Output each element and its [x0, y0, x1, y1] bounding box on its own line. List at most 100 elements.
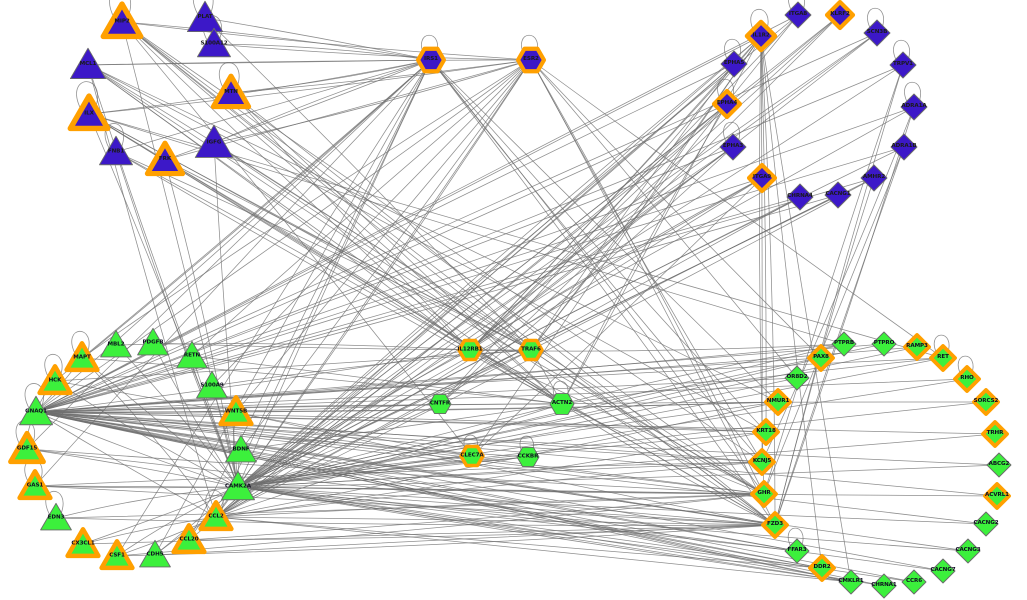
graph-node-epha4[interactable]: EPHA4: [705, 82, 749, 126]
edge: [35, 63, 735, 413]
edge: [35, 346, 918, 413]
node-shape-diamond-icon: [711, 88, 743, 120]
edge: [237, 456, 529, 488]
graph-node-cacng1[interactable]: CACNG1: [816, 173, 860, 217]
self-loop-edge: [893, 39, 910, 62]
self-loop-edge: [71, 331, 90, 355]
self-loop-edge: [787, 527, 804, 549]
edge: [763, 64, 904, 495]
edge: [34, 59, 432, 487]
node-shape-triangle-icon: [176, 340, 208, 369]
edge: [115, 344, 239, 488]
graph-node-traf6[interactable]: TRAF6: [512, 331, 549, 368]
node-shape-diamond-icon: [929, 344, 957, 372]
edge: [55, 486, 239, 519]
node-shape-diamond-icon: [901, 569, 927, 595]
edge: [469, 103, 728, 351]
edge: [237, 486, 852, 583]
edge: [204, 17, 532, 351]
edge: [469, 349, 776, 526]
graph-node-irs1[interactable]: IRS1: [409, 38, 453, 82]
graph-node-ccl20[interactable]: CCL20: [165, 516, 213, 564]
edge: [240, 59, 532, 451]
edge: [35, 411, 998, 497]
self-loop-edge: [750, 9, 769, 33]
node-shape-hexagon-icon: [457, 338, 483, 362]
node-shape-triangle-icon: [186, 0, 224, 33]
edge: [116, 524, 776, 557]
graph-node-mtn[interactable]: MTN: [204, 66, 258, 120]
edge: [469, 177, 763, 351]
node-shape-diamond-icon: [764, 388, 792, 416]
node-shape-diamond-icon: [983, 482, 1011, 510]
edge: [237, 106, 915, 488]
edge: [237, 464, 1000, 488]
edge: [430, 59, 765, 495]
node-shape-triangle-icon: [99, 135, 133, 166]
edge: [215, 63, 735, 518]
node-shape-triangle-icon: [69, 47, 107, 80]
edge: [230, 92, 471, 351]
node-shape-hexagon-icon: [415, 46, 447, 74]
edge: [215, 516, 852, 583]
edge: [116, 493, 765, 557]
edge: [469, 14, 841, 351]
edge: [211, 59, 532, 387]
graph-node-clec7a[interactable]: CLEC7A: [453, 437, 490, 474]
node-shape-triangle-icon: [17, 469, 53, 501]
node-shape-diamond-icon: [981, 420, 1009, 448]
node-shape-triangle-icon: [100, 329, 132, 358]
graph-node-fnb1[interactable]: FNB1: [91, 127, 142, 178]
node-shape-hexagon-icon: [549, 393, 575, 415]
graph-node-cckbr[interactable]: CCKBR: [509, 438, 546, 475]
graph-node-igfg[interactable]: IGFG: [185, 114, 243, 172]
edge: [469, 349, 765, 495]
node-shape-diamond-icon: [871, 573, 897, 599]
edge: [237, 401, 987, 488]
self-loop-edge: [45, 491, 64, 515]
node-shape-diamond-icon: [838, 569, 864, 595]
graph-node-epha5[interactable]: EPHA5: [712, 42, 756, 86]
graph-node-il12rb1[interactable]: IL12RB1: [451, 331, 488, 368]
node-shape-triangle-icon: [225, 434, 257, 463]
self-loop-edge: [193, 0, 214, 15]
node-shape-triangle-icon: [196, 370, 228, 399]
node-shape-diamond-icon: [890, 133, 918, 161]
node-shape-triangle-icon: [99, 539, 135, 571]
edge: [115, 151, 239, 488]
node-shape-triangle-icon: [64, 341, 100, 373]
self-loop-edge: [44, 354, 63, 378]
edge: [237, 59, 432, 488]
edge: [35, 377, 798, 413]
node-shape-triangle-icon: [67, 93, 111, 132]
self-loop-edge: [904, 81, 921, 104]
node-shape-triangle-icon: [8, 430, 46, 465]
graph-node-actn2[interactable]: ACTN2: [542, 384, 583, 425]
edge: [237, 486, 998, 497]
self-loop-edge: [788, 0, 805, 12]
graph-node-ccr6[interactable]: CCR6: [894, 562, 935, 600]
edge: [237, 177, 763, 488]
edge: [35, 411, 765, 495]
edge: [774, 146, 905, 526]
graph-node-cntfr[interactable]: CNTFR: [421, 385, 458, 422]
self-loop-edge: [205, 490, 224, 514]
graph-node-esr2[interactable]: ESR2: [509, 38, 553, 82]
graph-node-trpv1[interactable]: TRPV1: [881, 43, 925, 87]
graph-node-itga8[interactable]: ITGA8: [776, 0, 820, 37]
graph-node-adra1a[interactable]: ADRA1A: [892, 85, 936, 129]
edge: [35, 196, 801, 413]
edge: [237, 378, 968, 488]
edge: [204, 17, 432, 61]
edge: [469, 14, 799, 351]
edge: [35, 411, 885, 587]
edge: [35, 343, 885, 413]
edge: [55, 517, 776, 526]
graph-node-s100a12[interactable]: S100A12: [189, 19, 240, 70]
node-shape-hexagon-icon: [518, 338, 544, 362]
graph-node-mcl1[interactable]: MCL1: [61, 38, 115, 92]
graph-node-frk[interactable]: FRK: [138, 133, 192, 187]
edge: [213, 59, 432, 144]
edge: [115, 151, 471, 351]
